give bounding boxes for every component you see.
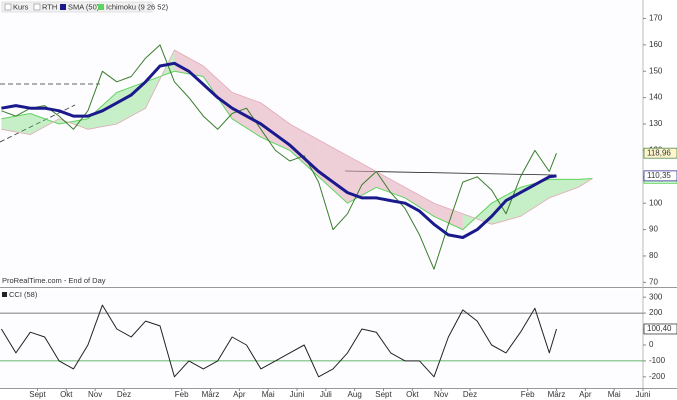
x-tick-label: Aug bbox=[348, 390, 362, 399]
x-tick-label: Feb bbox=[175, 390, 189, 399]
y-tick-label: 100 bbox=[649, 198, 663, 207]
y-tick-label: -200 bbox=[649, 372, 666, 381]
cloud-segment bbox=[203, 65, 233, 119]
legend-label: Kurs bbox=[13, 2, 29, 11]
legend: Kurs RTH SMA (50) Ichimoku (9 26 52) bbox=[1, 1, 169, 13]
last-value-box bbox=[643, 147, 677, 159]
x-tick-label: Nov bbox=[434, 390, 448, 399]
x-tick-label: Juni bbox=[290, 390, 305, 399]
x-tick-label: Feb bbox=[521, 390, 535, 399]
x-tick-label: Sept bbox=[29, 390, 46, 399]
last-value-label: 100,40 bbox=[647, 324, 672, 333]
x-tick-label: März bbox=[202, 390, 220, 399]
drawn-line bbox=[344, 170, 556, 176]
y-tick-label: 90 bbox=[649, 225, 658, 234]
series-line bbox=[1, 44, 557, 270]
x-tick-label: Nov bbox=[88, 390, 102, 399]
legend-label: Ichimoku (9 26 52) bbox=[106, 2, 169, 11]
last-value-label: 118,96 bbox=[647, 148, 671, 157]
cloud-segment bbox=[376, 171, 406, 198]
x-tick-label: Okt bbox=[60, 390, 73, 399]
span-b-line bbox=[1, 49, 593, 225]
legend-label[interactable]: RTH bbox=[42, 2, 57, 11]
x-tick-label: Juni bbox=[636, 390, 651, 399]
cloud-segment bbox=[405, 187, 434, 217]
y-tick-label: 140 bbox=[649, 93, 663, 102]
x-tick-label: Mai bbox=[262, 390, 275, 399]
x-tick-label: Sept bbox=[375, 390, 392, 399]
last-value-box bbox=[643, 170, 677, 182]
cloud-segment bbox=[116, 81, 146, 125]
last-value-label: 110,35 bbox=[647, 171, 671, 180]
rth-toggle[interactable] bbox=[33, 3, 41, 11]
y-tick-label: 300 bbox=[649, 292, 663, 301]
y-tick-label: 160 bbox=[649, 40, 663, 49]
drawn-line bbox=[0, 104, 76, 143]
legend-icon bbox=[60, 4, 66, 10]
y-tick-label: 170 bbox=[649, 14, 663, 23]
x-tick-label: Dez bbox=[463, 390, 477, 399]
last-value-box bbox=[643, 323, 677, 335]
legend-icon bbox=[98, 4, 104, 10]
y-tick-label: 70 bbox=[649, 277, 658, 286]
y-tick-label: 80 bbox=[649, 251, 658, 260]
legend-icon bbox=[4, 3, 12, 11]
y-tick-label: -100 bbox=[649, 356, 666, 365]
legend-icon bbox=[2, 292, 7, 297]
x-tick-label: März bbox=[548, 390, 566, 399]
y-tick-label: 0 bbox=[649, 340, 654, 349]
y-tick-label: 130 bbox=[649, 119, 663, 128]
x-tick-label: Okt bbox=[406, 390, 419, 399]
cloud-segment bbox=[549, 179, 579, 198]
footer: ProRealTime.com - End of Day bbox=[2, 276, 106, 285]
series-line bbox=[0, 304, 557, 378]
x-tick-label: Juli bbox=[320, 390, 332, 399]
x-tick-label: Mai bbox=[608, 390, 621, 399]
x-tick-label: Dez bbox=[117, 390, 131, 399]
cloud-segment bbox=[433, 203, 463, 230]
legend-label: SMA (50) bbox=[68, 2, 100, 11]
cloud-segment bbox=[174, 50, 204, 77]
plot-layer bbox=[0, 44, 643, 378]
y-tick-label: 200 bbox=[649, 308, 663, 317]
cci-panel bbox=[0, 289, 643, 388]
cloud-segment bbox=[30, 113, 60, 135]
cloud-segment bbox=[1, 113, 31, 135]
x-tick-label: Apr bbox=[579, 390, 592, 399]
legend-box bbox=[1, 1, 153, 13]
cci-title: CCI (58) bbox=[9, 290, 38, 299]
span-a-line bbox=[1, 70, 593, 231]
y-tick-label: 150 bbox=[649, 66, 663, 75]
x-tick-label: Apr bbox=[233, 390, 246, 399]
series-line bbox=[1, 61, 557, 239]
